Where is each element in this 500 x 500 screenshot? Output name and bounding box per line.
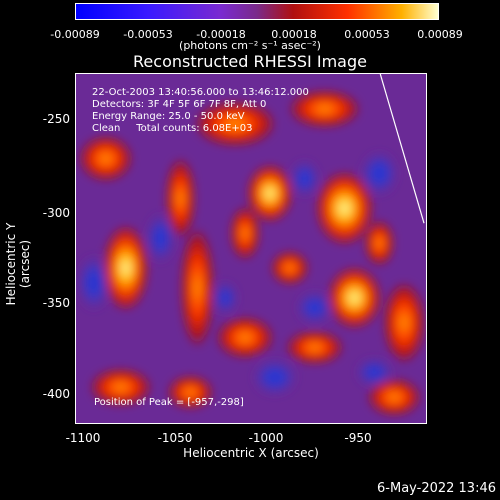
y-tick: -300: [42, 206, 70, 220]
rhessi-image: [75, 73, 427, 424]
colorbar-tick: 0.00018: [271, 28, 317, 41]
footer-timestamp: 6-May-2022 13:46: [377, 481, 496, 496]
observation-info: 22-Oct-2003 13:40:56.000 to 13:46:12.000…: [92, 87, 309, 135]
plot-title: Reconstructed RHESSI Image: [133, 52, 367, 71]
y-tick: -250: [42, 112, 70, 126]
colorbar-tick: -0.00053: [123, 28, 173, 41]
colorbar: [75, 3, 439, 20]
colorbar-tick: -0.00018: [196, 28, 246, 41]
colorbar-tick: 0.00053: [344, 28, 390, 41]
colorbar-tick: -0.00089: [50, 28, 100, 41]
peak-position: Position of Peak = [-957,-298]: [94, 397, 244, 408]
x-tick: -1000: [248, 431, 284, 445]
y-tick: -350: [42, 296, 70, 310]
energy-range: Energy Range: 25.0 - 50.0 keV: [92, 111, 245, 122]
clean-counts: Clean Total counts: 6.08E+03: [92, 123, 253, 134]
y-axis-label: Heliocentric Y (arcsec): [4, 222, 32, 306]
x-tick: -1050: [157, 431, 193, 445]
x-tick: -950: [344, 431, 372, 445]
time-range: 22-Oct-2003 13:40:56.000 to 13:46:12.000: [92, 87, 309, 98]
detectors: Detectors: 3F 4F 5F 6F 7F 8F, Att 0: [92, 99, 267, 110]
y-tick: -400: [42, 387, 70, 401]
x-axis-label: Heliocentric X (arcsec): [183, 446, 319, 460]
colorbar-tick: 0.00089: [417, 28, 463, 41]
x-tick: -1100: [65, 431, 101, 445]
colorbar-units: (photons cm⁻² s⁻¹ asec⁻²): [179, 39, 321, 52]
